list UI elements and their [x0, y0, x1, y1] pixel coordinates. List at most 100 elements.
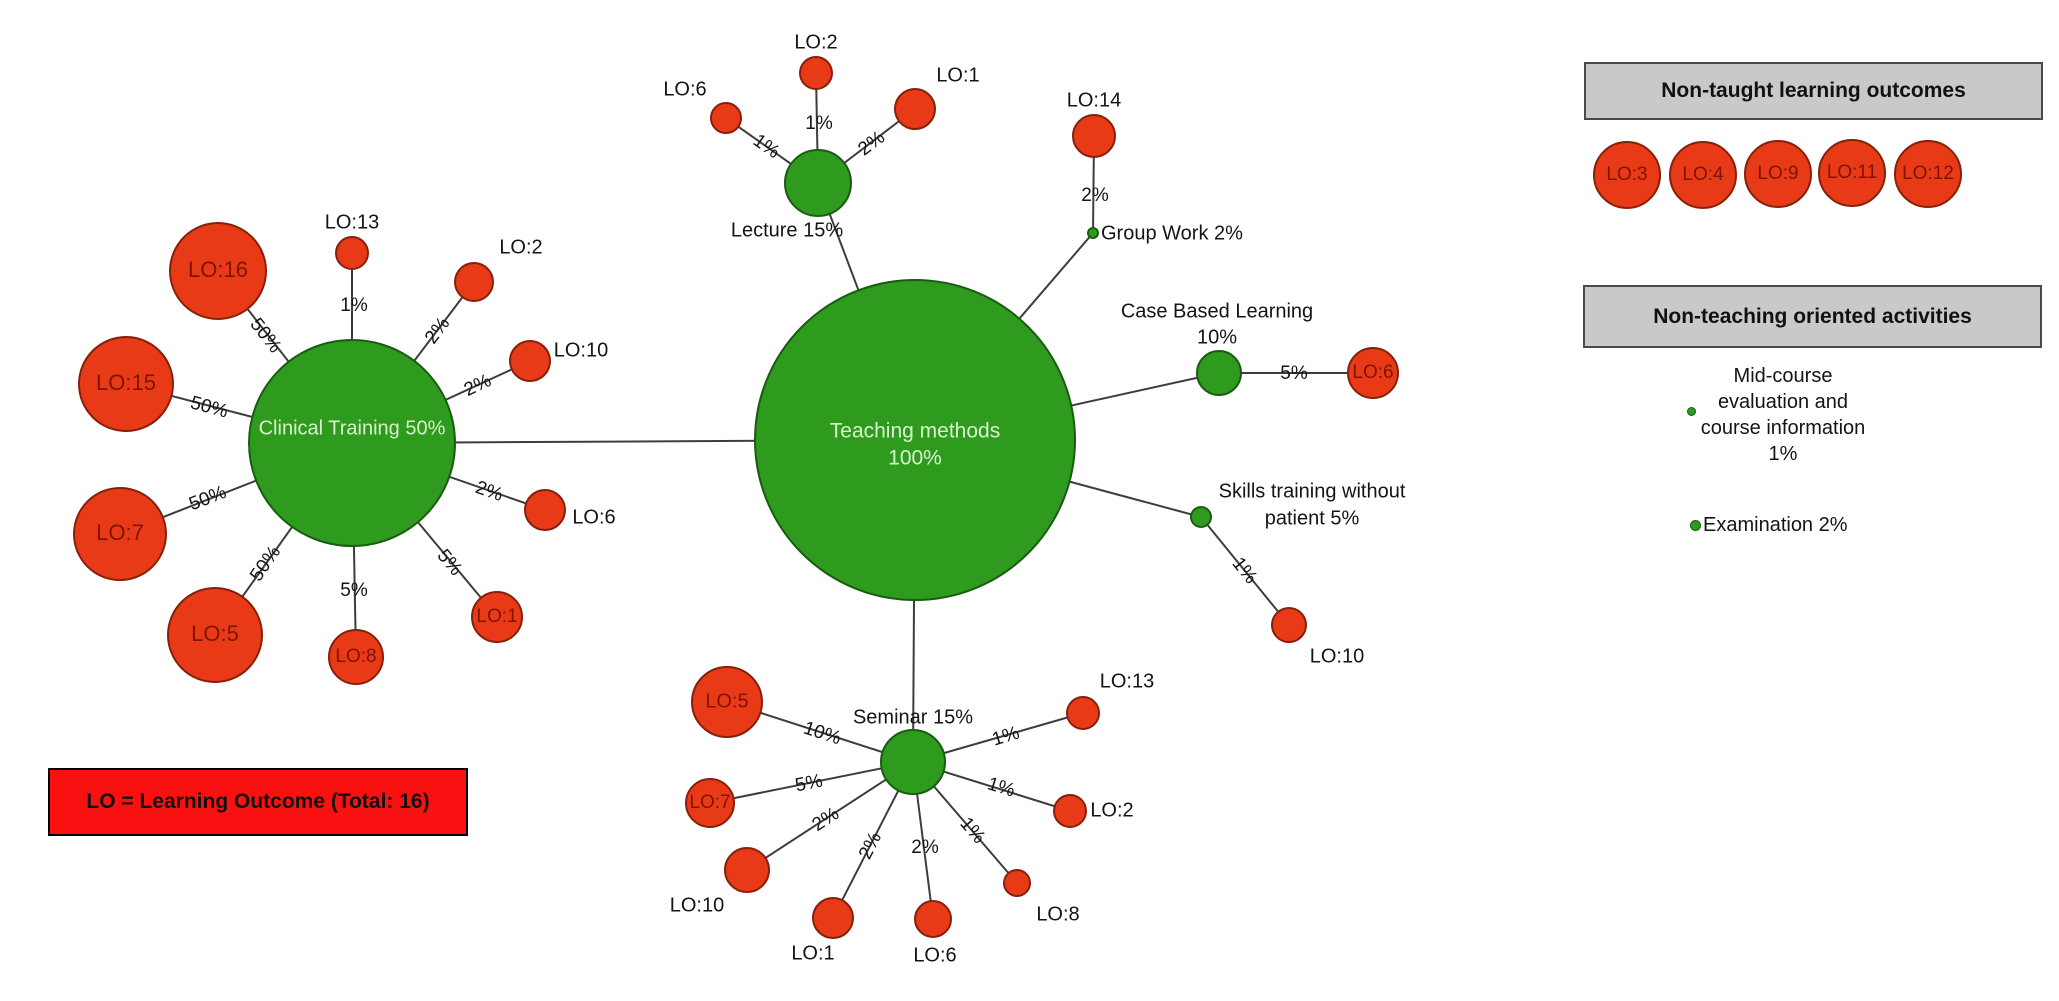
non-taught-lo-label: LO:4: [1682, 164, 1724, 185]
edge-label-clinical-c-lo2: 2%: [421, 313, 454, 348]
node-l-lo6: [710, 102, 742, 134]
node-c-lo16: [169, 222, 267, 320]
edge-label-lecture-l-lo2: 1%: [805, 113, 833, 134]
edge-label-seminar-s-lo1: 2%: [855, 829, 886, 863]
edge-label-seminar-s-lo10: 2%: [808, 803, 843, 836]
node-label-cb-lo6: LO:6: [1352, 362, 1393, 383]
node-label-c-lo7: LO:7: [96, 520, 144, 545]
node-gw-lo14: [1072, 114, 1116, 158]
node-label-c-lo5: LO:5: [191, 621, 239, 646]
examination-item: Examination 2%: [1703, 514, 1848, 536]
non-taught-lo-circle: LO:9: [1744, 140, 1812, 208]
edge-label-seminar-s-lo2: 1%: [985, 773, 1018, 801]
node-s-lo8: [1003, 869, 1031, 897]
edge-label-seminar-s-lo13: 1%: [990, 722, 1023, 750]
non-taught-lo-circle: LO:11: [1818, 139, 1886, 207]
edge-label-lecture-l-lo6: 1%: [749, 130, 784, 163]
midcourse-line: 1%: [1768, 443, 1798, 465]
node-caption-seminar: Seminar 15%: [853, 706, 973, 728]
node-label-c-lo2: LO:2: [499, 236, 542, 258]
lo-legend-text: LO = Learning Outcome (Total: 16): [86, 790, 430, 813]
node-clinical: [248, 339, 456, 547]
node-caption-skills: Skills training without: [1219, 480, 1406, 502]
node-c-lo5: [167, 587, 263, 683]
non-taught-lo-label: LO:12: [1902, 163, 1954, 184]
node-sk-lo10: [1271, 607, 1307, 643]
midcourse-line: Mid-course: [1733, 365, 1833, 387]
node-label-teaching: 100%: [888, 447, 942, 470]
node-label-s-lo13: LO:13: [1100, 670, 1154, 692]
non-taught-title: Non-taught learning outcomes: [1661, 79, 1966, 102]
node-label-s-lo8: LO:8: [1036, 903, 1079, 925]
node-seminar: [880, 729, 946, 795]
node-l-lo1: [894, 88, 936, 130]
examination-dot-icon: [1690, 520, 1701, 531]
edge-label-groupwork-gw-lo14: 2%: [1081, 185, 1109, 206]
node-c-lo1: [471, 591, 523, 643]
node-c-lo13: [335, 236, 369, 270]
node-groupwork: [1087, 227, 1099, 239]
node-s-lo10: [724, 847, 770, 893]
node-s-lo1: [812, 897, 854, 939]
non-teaching-panel-header: Non-teaching oriented activities: [1583, 285, 2042, 348]
edge-label-case-cb-lo6: 5%: [1280, 363, 1308, 384]
non-taught-lo-circle: LO:3: [1593, 141, 1661, 209]
node-cb-lo6: [1347, 347, 1399, 399]
lo-legend-box: LO = Learning Outcome (Total: 16): [48, 768, 468, 836]
node-label-l-lo2: LO:2: [794, 31, 837, 53]
non-taught-lo-circle: LO:4: [1669, 141, 1737, 209]
node-label-s-lo5: LO:5: [705, 690, 748, 712]
node-label-c-lo16: LO:16: [188, 257, 248, 282]
node-c-lo2: [454, 262, 494, 302]
node-label-sk-lo10: LO:10: [1310, 645, 1364, 667]
node-label-s-lo7: LO:7: [689, 792, 730, 813]
edge-label-clinical-c-lo6: 2%: [473, 477, 506, 506]
node-teaching: [754, 279, 1076, 601]
node-label-s-lo2: LO:2: [1090, 799, 1133, 821]
node-c-lo8: [328, 629, 384, 685]
node-label-gw-lo14: LO:14: [1067, 89, 1121, 111]
edge-label-clinical-c-lo8: 5%: [340, 580, 368, 601]
node-s-lo7: [685, 778, 735, 828]
node-c-lo6: [524, 489, 566, 531]
midcourse-line: course information: [1700, 417, 1866, 439]
edge-seminar-s-lo7: [709, 761, 914, 804]
node-caption-skills: patient 5%: [1265, 507, 1360, 529]
edge-label-seminar-s-lo5: 10%: [801, 718, 844, 750]
midcourse-dot-icon: [1687, 407, 1696, 416]
node-lecture: [784, 149, 852, 217]
non-taught-panel-header: Non-taught learning outcomes: [1584, 62, 2043, 120]
midcourse-line: evaluation and: [1717, 391, 1849, 413]
edge-label-clinical-c-lo10: 2%: [461, 370, 495, 401]
node-caption-lecture: Lecture 15%: [731, 219, 844, 241]
node-label-c-lo10: LO:10: [554, 339, 608, 361]
node-c-lo15: [78, 336, 174, 432]
node-label-c-lo1: LO:1: [476, 606, 517, 627]
edge-label-skills-sk-lo10: 1%: [1228, 553, 1262, 588]
edge-label-clinical-c-lo15: 50%: [188, 392, 230, 422]
edge-label-clinical-c-lo7: 50%: [186, 482, 229, 515]
edge-seminar-s-lo10: [746, 761, 914, 871]
midcourse-item: Mid-course evaluation and course informa…: [1683, 363, 1883, 467]
node-label-s-lo10: LO:10: [670, 894, 724, 916]
node-skills: [1190, 506, 1212, 528]
node-label-teaching: Teaching methods: [830, 420, 1000, 443]
node-label-c-lo13: LO:13: [325, 211, 379, 233]
node-label-s-lo6: LO:6: [913, 944, 956, 966]
edge-label-clinical-c-lo13: 1%: [340, 295, 368, 316]
non-taught-lo-label: LO:9: [1757, 163, 1799, 184]
node-s-lo2: [1053, 794, 1087, 828]
node-s-lo5: [691, 666, 763, 738]
node-caption-groupwork: Group Work 2%: [1101, 222, 1243, 244]
node-label-c-lo8: LO:8: [335, 646, 376, 667]
edge-skills-sk-lo10: [1200, 516, 1290, 626]
node-label-c-lo15: LO:15: [96, 370, 156, 395]
node-label-clinical: Clinical Training 50%: [259, 417, 446, 439]
node-l-lo2: [799, 56, 833, 90]
non-teaching-title: Non-teaching oriented activities: [1653, 304, 1972, 328]
node-s-lo13: [1066, 696, 1100, 730]
node-label-s-lo1: LO:1: [791, 942, 834, 964]
edge-label-clinical-c-lo5: 50%: [246, 542, 285, 585]
node-c-lo7: [73, 487, 167, 581]
